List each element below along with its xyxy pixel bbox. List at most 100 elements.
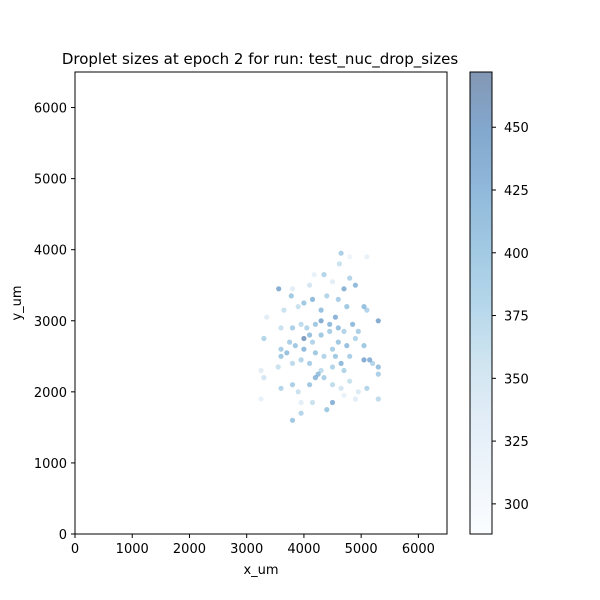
- data-point: [344, 343, 350, 349]
- y-tick-label: 1000: [34, 457, 67, 472]
- data-point: [327, 328, 333, 334]
- colorbar-tick-label: 375: [504, 310, 529, 325]
- data-point: [347, 275, 353, 281]
- data-point: [321, 375, 327, 381]
- colorbar-tick-label: 450: [504, 121, 529, 136]
- data-point: [288, 293, 294, 299]
- data-point: [355, 328, 361, 334]
- data-point: [350, 321, 356, 327]
- colorbar-tick-label: 350: [504, 372, 529, 387]
- data-point: [344, 304, 350, 310]
- data-point: [367, 357, 373, 363]
- data-point: [289, 325, 296, 331]
- data-point: [332, 314, 338, 320]
- data-point: [304, 325, 310, 331]
- data-point: [298, 357, 304, 363]
- data-point: [324, 407, 330, 413]
- data-point: [375, 318, 381, 324]
- data-point: [329, 364, 336, 370]
- data-point: [287, 339, 293, 345]
- x-tick-label: 0: [71, 542, 79, 557]
- data-point: [318, 367, 324, 374]
- data-point: [312, 350, 318, 356]
- data-point: [312, 321, 318, 327]
- data-point: [315, 371, 321, 377]
- data-point: [361, 343, 367, 349]
- data-point: [301, 335, 307, 342]
- data-point: [318, 332, 324, 338]
- colorbar-tick-label: 425: [504, 184, 529, 199]
- y-tick-label: 6000: [34, 102, 67, 117]
- data-point: [298, 410, 304, 416]
- y-tick-label: 0: [59, 528, 67, 543]
- data-point: [332, 353, 338, 359]
- data-point: [352, 282, 358, 288]
- data-point: [309, 339, 316, 345]
- x-axis-ticks: 0 1000 2000 3000 4000 5000 6000: [71, 534, 435, 557]
- data-point: [278, 353, 284, 359]
- data-point: [258, 367, 264, 374]
- colorbar-tick-label: 300: [504, 498, 529, 513]
- data-point: [352, 396, 358, 402]
- data-point: [329, 279, 336, 285]
- data-point: [347, 378, 353, 384]
- data-point: [298, 321, 304, 327]
- data-point: [289, 286, 296, 292]
- x-tick-label: 3000: [230, 542, 263, 557]
- data-point: [335, 339, 341, 345]
- data-point: [375, 396, 381, 402]
- data-point: [329, 346, 336, 352]
- data-point: [375, 371, 381, 377]
- data-point: [258, 396, 264, 402]
- colorbar-tick-label: 400: [504, 247, 529, 262]
- y-tick-label: 4000: [34, 244, 67, 259]
- data-point: [307, 360, 313, 366]
- data-point: [352, 335, 358, 342]
- y-tick-label: 5000: [34, 173, 67, 188]
- data-point: [289, 360, 296, 366]
- data-point: [327, 321, 333, 327]
- data-point: [347, 353, 353, 359]
- data-point: [307, 282, 313, 288]
- data-point: [321, 353, 327, 359]
- data-point: [261, 375, 267, 381]
- data-point: [278, 325, 284, 331]
- data-point: [338, 385, 344, 391]
- data-point: [281, 307, 287, 313]
- data-point: [364, 385, 370, 391]
- data-point: [361, 357, 367, 363]
- colorbar: 300 325 350 375 400 425 450: [469, 71, 529, 535]
- chart-title: Droplet sizes at epoch 2 for run: test_n…: [62, 50, 459, 69]
- x-tick-label: 2000: [173, 542, 206, 557]
- data-point: [309, 296, 316, 302]
- data-point: [324, 293, 330, 299]
- data-points: [258, 250, 381, 423]
- data-point: [301, 300, 307, 306]
- data-point: [341, 328, 347, 334]
- data-point: [364, 254, 370, 260]
- data-point: [338, 250, 344, 256]
- y-tick-label: 2000: [34, 386, 67, 401]
- data-point: [264, 314, 270, 320]
- data-point: [318, 318, 324, 324]
- plot-area: [74, 71, 448, 535]
- y-axis-ticks: 0 1000 2000 3000 4000 5000 6000: [34, 102, 75, 543]
- data-point: [347, 254, 353, 260]
- data-point: [278, 346, 284, 352]
- data-point: [284, 350, 290, 356]
- data-point: [364, 307, 370, 313]
- data-point: [295, 304, 301, 310]
- data-point: [289, 417, 296, 423]
- data-point: [341, 367, 347, 374]
- data-point: [335, 325, 341, 331]
- x-axis-label: x_um: [243, 563, 278, 578]
- data-point: [329, 399, 336, 406]
- data-point: [307, 382, 313, 388]
- data-point: [321, 272, 327, 278]
- data-point: [261, 335, 267, 342]
- colorbar-ticks: 300 325 350 375 400 425 450: [492, 121, 529, 513]
- data-point: [275, 364, 281, 370]
- data-point: [298, 399, 304, 406]
- data-point: [301, 346, 307, 352]
